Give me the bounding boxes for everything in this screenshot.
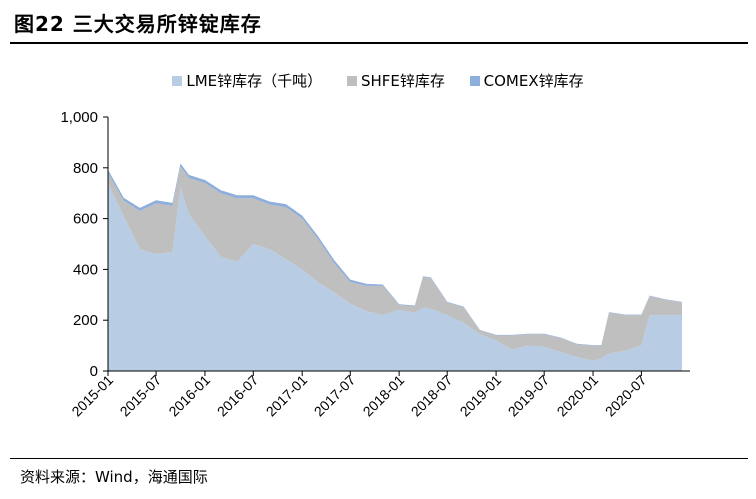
y-tick-label: 0 <box>90 363 98 380</box>
chart-legend: LME锌库存（千吨） SHFE锌库存 COMEX锌库存 <box>0 70 756 91</box>
legend-swatch-shfe <box>346 76 357 86</box>
title-bar: 图22 三大交易所锌锭库存 <box>0 0 756 44</box>
x-tick-label: 2019-01 <box>457 372 505 420</box>
legend-item-shfe: SHFE锌库存 <box>346 70 445 91</box>
y-tick-label: 200 <box>73 312 98 329</box>
legend-swatch-comex <box>469 76 480 86</box>
legend-item-comex: COMEX锌库存 <box>469 70 584 91</box>
x-tick-label: 2019-07 <box>505 372 553 420</box>
source-divider <box>10 458 748 459</box>
y-tick-label: 400 <box>73 261 98 278</box>
x-tick-label: 2020-07 <box>602 372 650 420</box>
legend-label-lme: LME锌库存（千吨） <box>186 72 323 90</box>
legend-swatch-lme <box>172 76 183 86</box>
area-series-0 <box>108 183 682 371</box>
legend-label-comex: COMEX锌库存 <box>483 72 584 90</box>
source-note: 资料来源：Wind，海通国际 <box>20 468 208 486</box>
x-tick-label: 2018-01 <box>360 372 408 420</box>
y-tick-label: 600 <box>73 211 98 228</box>
x-tick-label: 2016-07 <box>214 372 262 420</box>
x-tick-label: 2017-07 <box>311 372 359 420</box>
page-title: 图22 三大交易所锌锭库存 <box>14 12 262 36</box>
title-divider <box>10 42 748 44</box>
area-layer <box>108 163 682 371</box>
y-tick-label: 1,000 <box>60 109 98 126</box>
x-tick-label: 2018-07 <box>408 372 456 420</box>
x-tick-label: 2017-01 <box>263 372 311 420</box>
legend-label-shfe: SHFE锌库存 <box>360 72 445 90</box>
x-tick-label: 2015-07 <box>117 372 165 420</box>
x-tick-label: 2020-01 <box>554 372 602 420</box>
legend-item-lme: LME锌库存（千吨） <box>172 70 322 91</box>
x-tick-label: 2016-01 <box>165 372 213 420</box>
area-series-1 <box>108 166 682 361</box>
y-tick-label: 800 <box>73 160 98 177</box>
